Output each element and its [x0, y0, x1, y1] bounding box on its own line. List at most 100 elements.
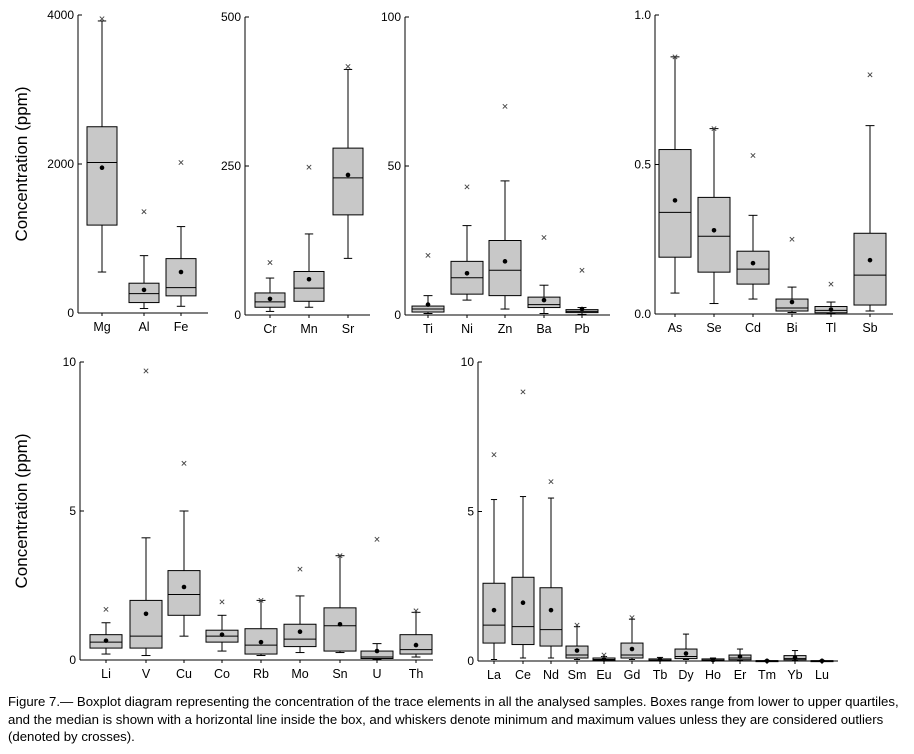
box-as — [658, 54, 692, 294]
mean-point — [502, 259, 508, 264]
mean-point — [258, 639, 264, 645]
outlier-cross — [103, 606, 109, 612]
mean-point — [828, 307, 834, 312]
outlier-cross — [672, 54, 678, 60]
box-mn — [293, 164, 325, 308]
box-se — [697, 126, 731, 305]
box-ti — [411, 252, 445, 315]
mean-point — [629, 646, 635, 652]
x-tick-label: Co — [214, 667, 230, 681]
mean-point — [601, 657, 607, 662]
x-tick-label: Mg — [93, 320, 110, 334]
x-tick-label: V — [142, 667, 151, 681]
iqr-box — [511, 576, 535, 646]
mean-point — [306, 276, 312, 282]
x-tick-label: Al — [138, 320, 149, 334]
outlier-cross — [141, 209, 147, 215]
outlier-cross — [491, 452, 497, 458]
iqr-box — [488, 240, 522, 297]
y-tick-label: 0 — [467, 654, 474, 668]
mean-point — [374, 648, 380, 654]
box-bi — [775, 236, 809, 314]
outlier-cross — [750, 153, 756, 159]
outlier-cross — [345, 63, 351, 69]
box-yb — [783, 650, 807, 661]
mean-point — [867, 257, 873, 263]
mean-point — [297, 629, 303, 634]
box-al — [128, 209, 160, 310]
x-tick-label: Tb — [653, 668, 668, 682]
x-tick-label: Se — [706, 321, 721, 335]
outlier-cross — [867, 72, 873, 78]
y-tick-label: 4000 — [47, 8, 74, 22]
x-tick-label: Sr — [342, 322, 355, 336]
outlier-cross — [99, 16, 105, 22]
x-tick-label: Pb — [574, 322, 589, 336]
mean-point — [491, 607, 497, 613]
box-eu — [592, 652, 616, 662]
mean-point — [819, 658, 825, 664]
mean-point — [337, 621, 343, 627]
box-cu — [167, 460, 201, 637]
x-tick-label: Ni — [461, 322, 473, 336]
boxplot-panel-2: 0 250 500 Cr Mn Sr — [221, 10, 370, 336]
mean-point — [657, 657, 663, 662]
x-tick-label: Tm — [758, 668, 776, 682]
outlier-cross — [789, 236, 795, 242]
outlier-cross — [574, 622, 580, 628]
outlier-cross — [464, 184, 470, 190]
x-tick-label: Cu — [176, 667, 192, 681]
y-tick-label: 0.0 — [634, 307, 651, 321]
x-tick-label: La — [487, 668, 501, 682]
mean-point — [143, 611, 149, 617]
boxplot-panel-1: 0 2000 4000 Concentration (ppm) Mg Al Fe — [12, 8, 208, 334]
box-sm — [565, 622, 589, 661]
mean-point — [425, 302, 431, 307]
box-nd — [539, 479, 563, 659]
box-ce — [511, 389, 535, 659]
box-er — [728, 648, 752, 661]
box-mg — [86, 16, 118, 273]
x-tick-label: Eu — [596, 668, 611, 682]
mean-point — [99, 165, 105, 171]
x-tick-label: Er — [734, 668, 747, 682]
mean-point — [464, 270, 470, 276]
mean-point — [520, 600, 526, 605]
iqr-box — [775, 298, 809, 312]
mean-point — [103, 638, 109, 643]
mean-point — [574, 648, 580, 653]
mean-point — [548, 607, 554, 613]
y-tick-label: 2000 — [47, 157, 74, 171]
outlier-cross — [629, 615, 635, 621]
mean-point — [789, 299, 795, 305]
box-mo — [283, 566, 317, 654]
box-sn — [323, 553, 357, 654]
y-tick-label: 10 — [63, 355, 77, 369]
box-ni — [450, 184, 484, 301]
x-tick-label: Ho — [705, 668, 721, 682]
box-cd — [736, 153, 770, 300]
box-ba — [527, 235, 561, 315]
figure-caption: Figure 7.— Boxplot diagram representing … — [8, 694, 899, 744]
outlier-cross — [548, 479, 554, 485]
y-tick-label: 500 — [221, 10, 241, 24]
box-cr — [254, 260, 286, 312]
x-tick-label: Tl — [826, 321, 836, 335]
outlier-cross — [520, 389, 526, 395]
iqr-box — [658, 149, 692, 258]
y-tick-label: 5 — [467, 505, 474, 519]
box-v — [129, 368, 163, 657]
outlier-cross — [502, 103, 508, 109]
x-tick-label: Nd — [543, 668, 559, 682]
mean-point — [267, 296, 273, 302]
box-sb — [853, 72, 887, 312]
y-tick-label: 0 — [69, 653, 76, 667]
y-tick-label: 0 — [394, 308, 401, 322]
y-axis-title: Concentration (ppm) — [12, 434, 31, 589]
y-tick-label: 0.5 — [634, 158, 651, 172]
box-co — [205, 599, 239, 652]
x-tick-label: Cr — [263, 322, 276, 336]
outlier-cross — [374, 536, 380, 542]
iqr-box — [128, 282, 160, 304]
x-tick-label: Mo — [291, 667, 308, 681]
